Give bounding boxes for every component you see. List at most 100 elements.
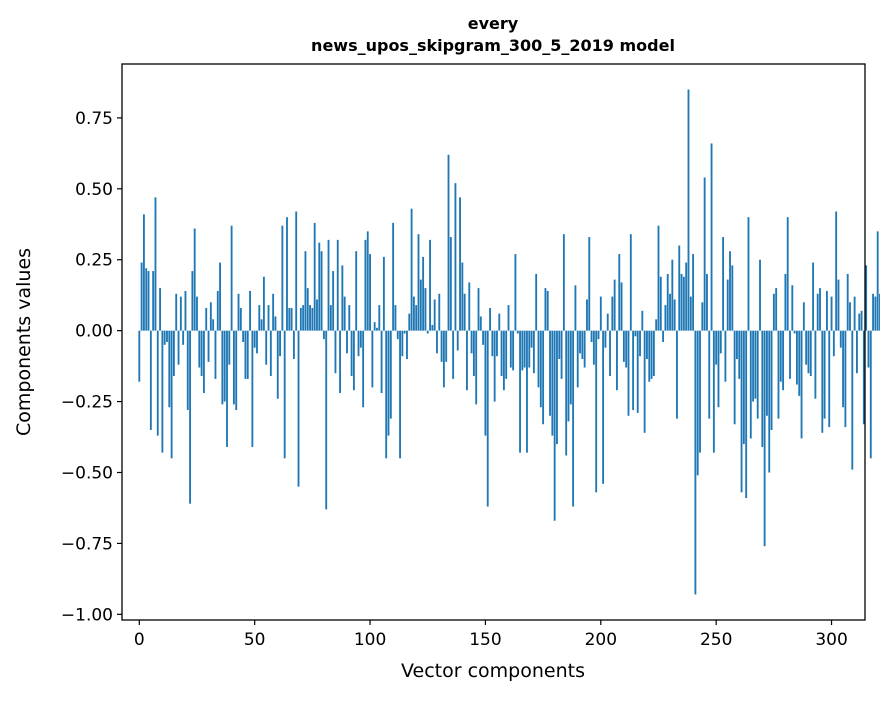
y-axis-label: Components values — [13, 248, 35, 436]
bar-80 — [322, 330, 325, 340]
bar-27 — [200, 330, 203, 377]
bar-99 — [366, 231, 369, 331]
bar-314 — [862, 330, 865, 425]
bar-124 — [424, 288, 427, 331]
bar-244 — [701, 302, 704, 331]
x-axis-label: Vector components — [401, 660, 585, 682]
bar-35 — [219, 262, 221, 331]
bar-189 — [574, 285, 577, 331]
bar-58 — [272, 293, 275, 331]
bar-147 — [477, 288, 480, 331]
bar-320 — [876, 231, 879, 331]
bar-188 — [572, 330, 575, 507]
bar-241 — [694, 330, 697, 595]
bar-87 — [339, 330, 341, 394]
bar-209 — [620, 282, 623, 331]
bar-162 — [512, 330, 515, 371]
bar-31 — [209, 302, 212, 331]
chart-title-line-1: every — [468, 14, 519, 33]
bar-271 — [763, 330, 766, 547]
bar-190 — [576, 330, 579, 388]
bar-89 — [343, 296, 346, 331]
bar-70 — [299, 307, 302, 331]
bar-201 — [602, 330, 605, 484]
bar-289 — [805, 330, 808, 365]
bar-118 — [410, 208, 413, 331]
bar-299 — [828, 330, 831, 428]
bar-207 — [616, 330, 618, 391]
bar-59 — [274, 316, 277, 331]
bar-117 — [408, 313, 411, 331]
bar-65 — [288, 307, 291, 331]
bar-60 — [276, 330, 279, 399]
bar-111 — [394, 305, 397, 331]
bar-5 — [149, 330, 152, 430]
bar-64 — [286, 217, 288, 331]
bar-284 — [793, 330, 796, 334]
bar-263 — [745, 330, 748, 499]
bar-236 — [682, 276, 685, 331]
bar-303 — [837, 279, 840, 331]
bar-143 — [468, 282, 471, 331]
bar-108 — [387, 330, 390, 436]
bar-318 — [872, 293, 874, 331]
bar-4 — [147, 271, 150, 331]
bar-98 — [364, 239, 367, 331]
bar-290 — [807, 330, 810, 374]
bar-66 — [290, 307, 293, 331]
bar-215 — [634, 330, 637, 337]
bar-123 — [422, 256, 425, 331]
bar-110 — [392, 222, 395, 331]
bar-40 — [230, 225, 233, 331]
bar-281 — [786, 217, 789, 331]
bar-57 — [269, 330, 272, 377]
bar-103 — [376, 327, 378, 331]
bar-81 — [325, 330, 328, 510]
bar-206 — [613, 279, 616, 331]
bar-149 — [482, 330, 485, 345]
bar-92 — [350, 330, 353, 377]
bar-307 — [846, 273, 849, 331]
bar-56 — [267, 305, 270, 331]
bar-185 — [565, 330, 568, 456]
bar-23 — [191, 271, 194, 331]
bar-61 — [279, 330, 281, 357]
bar-306 — [844, 330, 847, 428]
bar-274 — [770, 330, 773, 430]
bar-198 — [595, 330, 598, 493]
bar-51 — [256, 330, 258, 354]
bar-41 — [232, 330, 235, 405]
chart-title-line-2: news_upos_skipgram_300_5_2019 model — [311, 36, 675, 55]
bar-145 — [472, 330, 475, 377]
bar-132 — [442, 330, 445, 388]
bar-288 — [802, 302, 805, 331]
bar-90 — [346, 330, 348, 354]
y-tick-label-7: −1.00 — [61, 605, 113, 625]
bar-305 — [842, 330, 845, 408]
bar-214 — [632, 330, 635, 411]
bar-310 — [853, 296, 856, 331]
bar-240 — [692, 254, 695, 331]
bar-86 — [336, 239, 339, 331]
bar-250 — [715, 330, 718, 365]
bar-177 — [546, 290, 549, 331]
bar-22 — [189, 330, 191, 504]
bar-1 — [140, 262, 143, 331]
bar-248 — [710, 143, 713, 331]
bar-8 — [156, 330, 159, 436]
bar-115 — [403, 330, 406, 334]
bar-78 — [318, 242, 321, 331]
bar-178 — [549, 330, 551, 416]
bar-295 — [819, 288, 821, 331]
bar-287 — [800, 330, 803, 439]
bar-21 — [186, 330, 189, 411]
bar-131 — [440, 330, 443, 362]
bar-243 — [699, 330, 701, 453]
bar-154 — [493, 330, 496, 402]
y-tick-label-3: 0.00 — [75, 322, 113, 342]
y-tick-label-4: −0.25 — [61, 393, 113, 413]
bar-317 — [869, 330, 872, 459]
bar-220 — [646, 330, 648, 360]
bar-165 — [519, 330, 521, 453]
bar-298 — [826, 290, 828, 331]
